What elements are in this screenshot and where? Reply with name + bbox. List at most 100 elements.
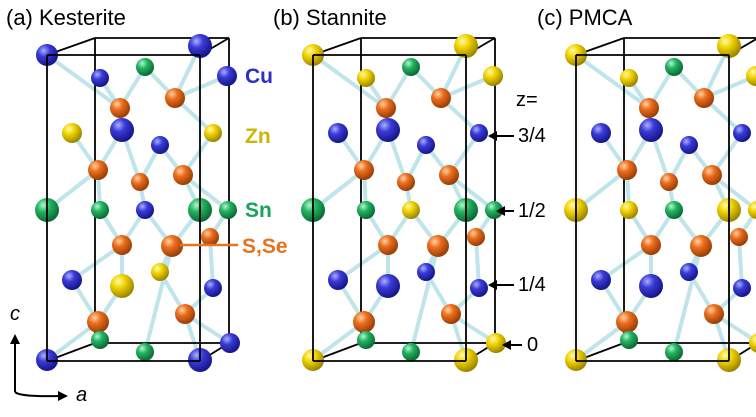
- arrow-z-1-2: [496, 206, 514, 216]
- kesterite-atom-cu: [204, 279, 222, 297]
- z-level-1-4: 1/4: [518, 274, 546, 296]
- annotations: [10, 131, 522, 401]
- stannite-atom-cu: [328, 270, 348, 290]
- stannite-atom-cu: [470, 279, 488, 297]
- pmca-atom-cu: [639, 274, 663, 298]
- pmca-bond: [574, 53, 651, 110]
- kesterite-bond: [143, 244, 174, 354]
- pmca-atom-s: [730, 228, 748, 246]
- stannite-atom-s: [439, 165, 459, 185]
- kesterite-atom-cu: [136, 201, 154, 219]
- z-heading: z=: [516, 89, 538, 111]
- stannite-atom-sn: [357, 331, 375, 349]
- pmca-atom-sn: [665, 201, 683, 219]
- c-axis-arrow: [10, 334, 20, 392]
- pmca-atom-cu: [591, 270, 611, 290]
- pmca-atom-sn: [665, 58, 683, 76]
- kesterite-atom-s: [201, 228, 219, 246]
- stannite-atom-cu: [417, 136, 435, 154]
- stannite-atom-s: [354, 160, 374, 180]
- stannite-atom-zn: [454, 34, 478, 58]
- stannite-atom-cu: [376, 274, 400, 298]
- legend-sn: Sn: [245, 199, 272, 222]
- kesterite-structure: [35, 34, 240, 372]
- pmca-atom-s: [639, 98, 659, 118]
- stannite-atom-cu: [470, 124, 488, 142]
- pmca-atom-zn: [717, 34, 741, 58]
- pmca-bond: [672, 244, 703, 354]
- kesterite-atom-cu: [151, 136, 169, 154]
- pmca-atom-zn: [620, 69, 638, 87]
- legend-cu: Cu: [245, 65, 273, 88]
- pmca-bond: [599, 243, 653, 282]
- pmca-atom-s: [660, 173, 678, 191]
- z-level-3-4: 3/4: [518, 125, 546, 147]
- kesterite-bond: [45, 53, 122, 110]
- stannite-atom-zn: [402, 201, 420, 219]
- panel-title-stannite: (b) Stannite: [273, 5, 387, 30]
- axis-label-a: a: [76, 384, 88, 406]
- pmca-atom-s: [641, 235, 661, 255]
- kesterite-atom-s: [112, 235, 132, 255]
- kesterite-atom-zn: [151, 263, 169, 281]
- stannite-atom-cu: [376, 118, 400, 142]
- arrow-z-0: [502, 340, 522, 350]
- kesterite-atom-sn: [219, 201, 237, 219]
- stannite-bond: [409, 244, 440, 354]
- kesterite-atom-s: [175, 304, 195, 324]
- kesterite-atom-zn: [110, 274, 134, 298]
- pmca-atom-cu: [639, 118, 663, 142]
- stannite-atom-sn: [485, 201, 503, 219]
- kesterite-atom-sn: [136, 58, 154, 76]
- stannite-atom-zn: [357, 69, 375, 87]
- stannite-atom-s: [441, 304, 461, 324]
- pmca-atom-sn: [665, 343, 683, 361]
- pmca-atom-s: [702, 165, 722, 185]
- pmca-atom-s: [704, 304, 724, 324]
- z-level-0: 0: [527, 334, 539, 356]
- stannite-atom-sn: [357, 201, 375, 219]
- stannite-atom-zn: [483, 66, 503, 86]
- pmca-atom-cu: [680, 263, 698, 281]
- stannite-atom-sn: [402, 58, 420, 76]
- axis-label-c: c: [10, 303, 20, 325]
- kesterite-atom-sn: [91, 331, 109, 349]
- kesterite-atom-s: [131, 173, 149, 191]
- kesterite-atom-cu: [62, 270, 82, 290]
- kesterite-atom-s: [88, 160, 108, 180]
- pmca-atom-zn: [746, 66, 756, 86]
- kesterite-atom-zn: [62, 123, 82, 143]
- stannite-atom-s: [431, 88, 451, 108]
- pmca-atom-s: [690, 235, 712, 257]
- kesterite-atom-s: [165, 88, 185, 108]
- pmca-atom-s: [616, 311, 638, 333]
- pmca-atom-cu: [591, 123, 611, 143]
- kesterite-atom-s: [161, 235, 183, 257]
- kesterite-atom-s: [173, 165, 193, 185]
- stannite-atom-s: [376, 98, 396, 118]
- pmca-atom-zn: [748, 201, 756, 219]
- kesterite-atom-s: [87, 311, 109, 333]
- a-axis-arrow: [14, 391, 68, 401]
- stannite-bond: [336, 243, 390, 282]
- kesterite-bond: [70, 243, 124, 282]
- kesterite-atom-s: [110, 98, 130, 118]
- stannite-atom-s: [467, 228, 485, 246]
- pmca-atom-s: [617, 160, 637, 180]
- legend-s-se: S,Se: [242, 235, 288, 258]
- stannite-atom-cu: [328, 123, 348, 143]
- panel-title-kesterite: (a) Kesterite: [6, 5, 126, 30]
- kesterite-atom-cu: [110, 118, 134, 142]
- pmca-atom-zn: [749, 333, 756, 353]
- panel-title-pmca: (c) PMCA: [537, 5, 633, 30]
- kesterite-atom-cu: [91, 69, 109, 87]
- pmca-atom-cu: [680, 136, 698, 154]
- kesterite-atom-cu: [188, 34, 212, 58]
- stannite-bond: [311, 53, 388, 110]
- pmca-atom-cu: [733, 124, 751, 142]
- pmca-atom-zn: [620, 201, 638, 219]
- arrow-z-1-4: [488, 280, 514, 290]
- kesterite-atom-sn: [136, 343, 154, 361]
- kesterite-atom-cu: [217, 66, 237, 86]
